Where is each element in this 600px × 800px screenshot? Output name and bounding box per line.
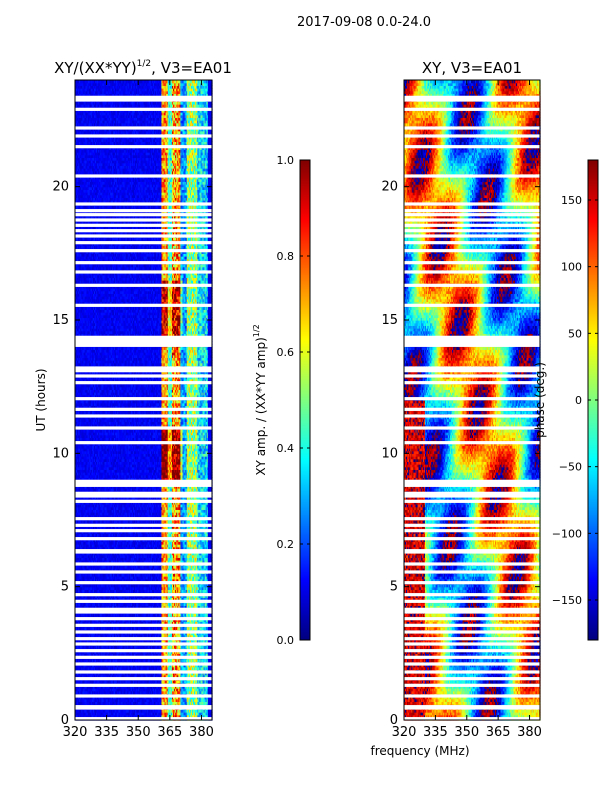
amplitude-panel-title: XY/(XX*YY)1/2, V3=EA01 bbox=[54, 59, 232, 77]
figure-suptitle: 2017-09-08 0.0-24.0 bbox=[297, 15, 431, 30]
figure: 2017-09-08 0.0-24.0 XY/(XX*YY)1/2, V3=EA… bbox=[0, 0, 600, 800]
amplitude-panel: XY/(XX*YY)1/2, V3=EA01 320 335 350 365 380 0… bbox=[34, 59, 232, 740]
